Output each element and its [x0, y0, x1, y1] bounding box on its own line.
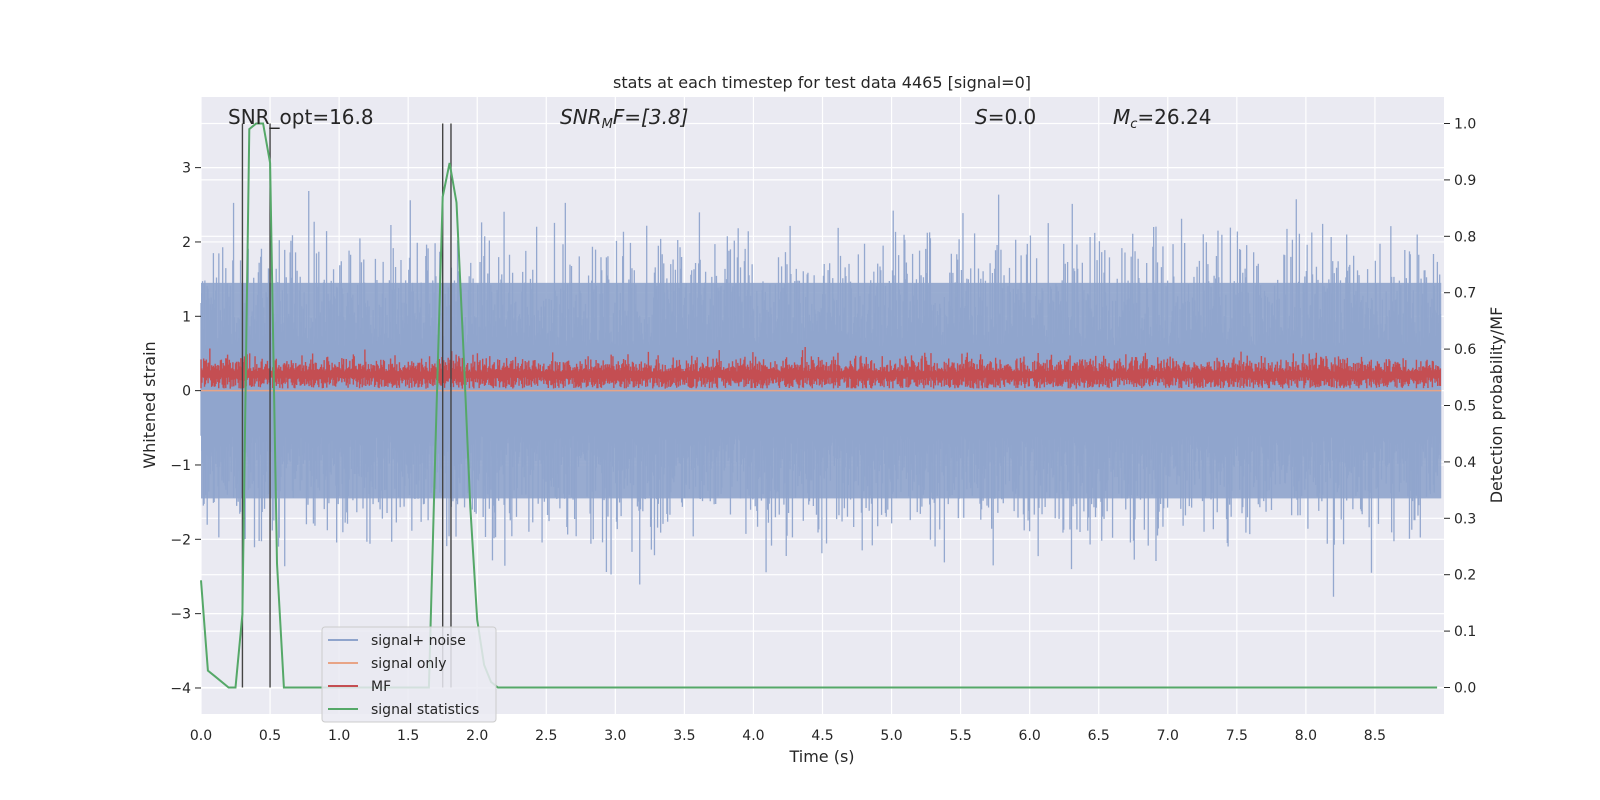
annotation-s-value: =0.0 [988, 105, 1037, 129]
x-tick-label: 4.0 [742, 728, 764, 744]
x-tick-labels: 0.0 0.5 1.0 1.5 2.0 2.5 3.0 3.5 4.0 4.5 5.0 5.5 6.0 6… [190, 728, 1386, 744]
x-tick-label: 7.5 [1226, 728, 1248, 744]
y2-tick-label: 0.2 [1454, 568, 1476, 584]
x-tick-label: 8.5 [1364, 728, 1386, 744]
y-axis-label: Whitened strain [140, 341, 159, 468]
y2-tick-label: 0.1 [1454, 624, 1476, 640]
x-tick-label: 5.0 [880, 728, 902, 744]
y2-tick-label: 0.0 [1454, 680, 1476, 696]
x-tick-label: 3.0 [604, 728, 626, 744]
mf-trace [200, 347, 1442, 389]
annotation-snr-mf-label: SNR [560, 105, 602, 129]
x-tick-label: 5.5 [949, 728, 971, 744]
annotation-mc-value: =26.24 [1137, 105, 1211, 129]
series-mf [200, 347, 1442, 389]
x-tick-label: 8.0 [1295, 728, 1317, 744]
chart-title: stats at each timestep for test data 446… [613, 73, 1031, 92]
y-tick-label: −3 [170, 607, 191, 623]
y-tick-label: 2 [182, 235, 191, 251]
annotation-snr-mf-sub: M [602, 117, 613, 132]
annotation-snr-mf-tail: F=[3.8] [613, 105, 689, 129]
y-tick-label: −1 [170, 458, 191, 474]
y2-tick-label: 0.7 [1454, 286, 1476, 302]
annotation-mc-label: M [1113, 105, 1130, 129]
y2-tick-label: 1.0 [1454, 117, 1476, 133]
x-tick-label: 6.0 [1019, 728, 1041, 744]
x-tick-label: 0.5 [259, 728, 281, 744]
legend-label-signal-noise: signal+ noise [371, 633, 466, 649]
legend: signal+ noise signal only MF signal stat… [321, 626, 497, 723]
x-tick-label: 3.5 [673, 728, 695, 744]
annotation-snr-opt: SNR_opt=16.8 [228, 105, 374, 129]
annotation-mc: Mc=26.24 [1113, 105, 1211, 132]
legend-label-signal-statistics: signal statistics [371, 702, 479, 718]
y2-tick-label: 0.9 [1454, 173, 1476, 189]
y2-tick-label: 0.5 [1454, 399, 1476, 415]
annotation-snr-mf: SNRMF=[3.8] [560, 105, 688, 132]
x-tick-label: 1.0 [328, 728, 350, 744]
annotation-s-label: S [975, 105, 988, 129]
y2-tick-label: 0.3 [1454, 511, 1476, 527]
x-tick-label: 2.5 [535, 728, 557, 744]
x-tick-label: 1.5 [397, 728, 419, 744]
y-tick-label: 0 [182, 384, 191, 400]
x-tick-label: 6.5 [1088, 728, 1110, 744]
y2-tick-label: 0.4 [1454, 455, 1476, 471]
y-tick-label: −2 [170, 532, 191, 548]
annotation-mc-sub: c [1130, 117, 1137, 132]
annotation-s: S=0.0 [975, 105, 1036, 129]
x-tick-label: 7.0 [1157, 728, 1179, 744]
y2-tick-label: 0.8 [1454, 229, 1476, 245]
y-tick-label: 3 [182, 161, 191, 177]
y-tick-labels: −4 −3 −2 −1 0 1 2 3 [170, 161, 201, 697]
x-tick-label: 2.0 [466, 728, 488, 744]
legend-label-signal-only: signal only [371, 656, 446, 672]
x-tick-label: 0.0 [190, 728, 212, 744]
y2-axis-label: Detection probability/MF [1487, 307, 1506, 504]
y-tick-label: 1 [182, 309, 191, 325]
legend-label-mf: MF [371, 679, 391, 695]
legend-box [321, 626, 497, 723]
y-tick-label: −4 [170, 681, 191, 697]
y2-tick-label: 0.6 [1454, 342, 1476, 358]
y2-tick-labels: 0.0 0.1 0.2 0.3 0.4 0.5 0.6 0.7 0.8 0.9 1.0 [1444, 117, 1476, 696]
x-tick-label: 4.5 [811, 728, 833, 744]
x-axis-label: Time (s) [788, 747, 854, 766]
